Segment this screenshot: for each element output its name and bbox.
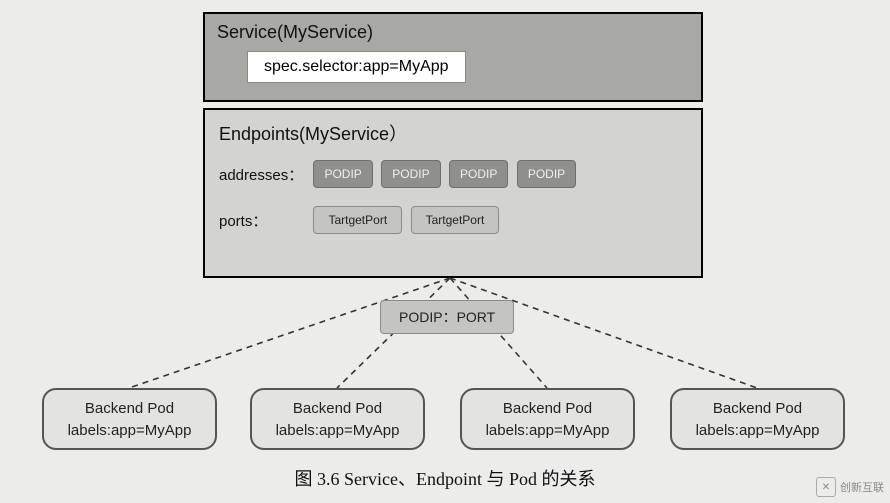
backend-pod-box: Backend Podlabels:app=MyApp xyxy=(42,388,217,450)
service-selector: spec.selector:app=MyApp xyxy=(247,51,466,83)
ports-label: ports： xyxy=(219,210,309,231)
endpoints-box: Endpoints(MyService） addresses： PODIP PO… xyxy=(203,108,703,278)
service-title: Service(MyService) xyxy=(217,22,689,43)
pod-labels: labels:app=MyApp xyxy=(252,420,423,442)
backend-pod-box: Backend Podlabels:app=MyApp xyxy=(670,388,845,450)
watermark-text: 创新互联 xyxy=(840,479,884,495)
pod-labels: labels:app=MyApp xyxy=(44,420,215,442)
watermark: ✕ 创新互联 xyxy=(816,477,884,497)
port-pill: TartgetPort xyxy=(313,206,402,234)
figure-caption: 图 3.6 Service、Endpoint 与 Pod 的关系 xyxy=(0,465,890,491)
backend-pod-box: Backend Podlabels:app=MyApp xyxy=(250,388,425,450)
service-box: Service(MyService) spec.selector:app=MyA… xyxy=(203,12,703,102)
addresses-row: addresses： PODIP PODIP PODIP PODIP xyxy=(219,160,687,188)
endpoints-title: Endpoints(MyService） xyxy=(219,120,687,146)
pod-labels: labels:app=MyApp xyxy=(672,420,843,442)
pod-title: Backend Pod xyxy=(462,398,633,420)
pod-title: Backend Pod xyxy=(44,398,215,420)
watermark-icon: ✕ xyxy=(816,477,836,497)
addresses-label: addresses： xyxy=(219,164,309,185)
address-pill: PODIP xyxy=(449,160,508,188)
address-pill: PODIP xyxy=(313,160,372,188)
address-pill: PODIP xyxy=(517,160,576,188)
port-pill: TartgetPort xyxy=(411,206,500,234)
pod-title: Backend Pod xyxy=(672,398,843,420)
pod-labels: labels:app=MyApp xyxy=(462,420,633,442)
podip-port-label: PODIP：PORT xyxy=(380,300,514,334)
backend-pod-box: Backend Podlabels:app=MyApp xyxy=(460,388,635,450)
pod-title: Backend Pod xyxy=(252,398,423,420)
ports-row: ports： TartgetPort TartgetPort xyxy=(219,206,687,234)
address-pill: PODIP xyxy=(381,160,440,188)
diagram-canvas: Service(MyService) spec.selector:app=MyA… xyxy=(0,0,890,503)
